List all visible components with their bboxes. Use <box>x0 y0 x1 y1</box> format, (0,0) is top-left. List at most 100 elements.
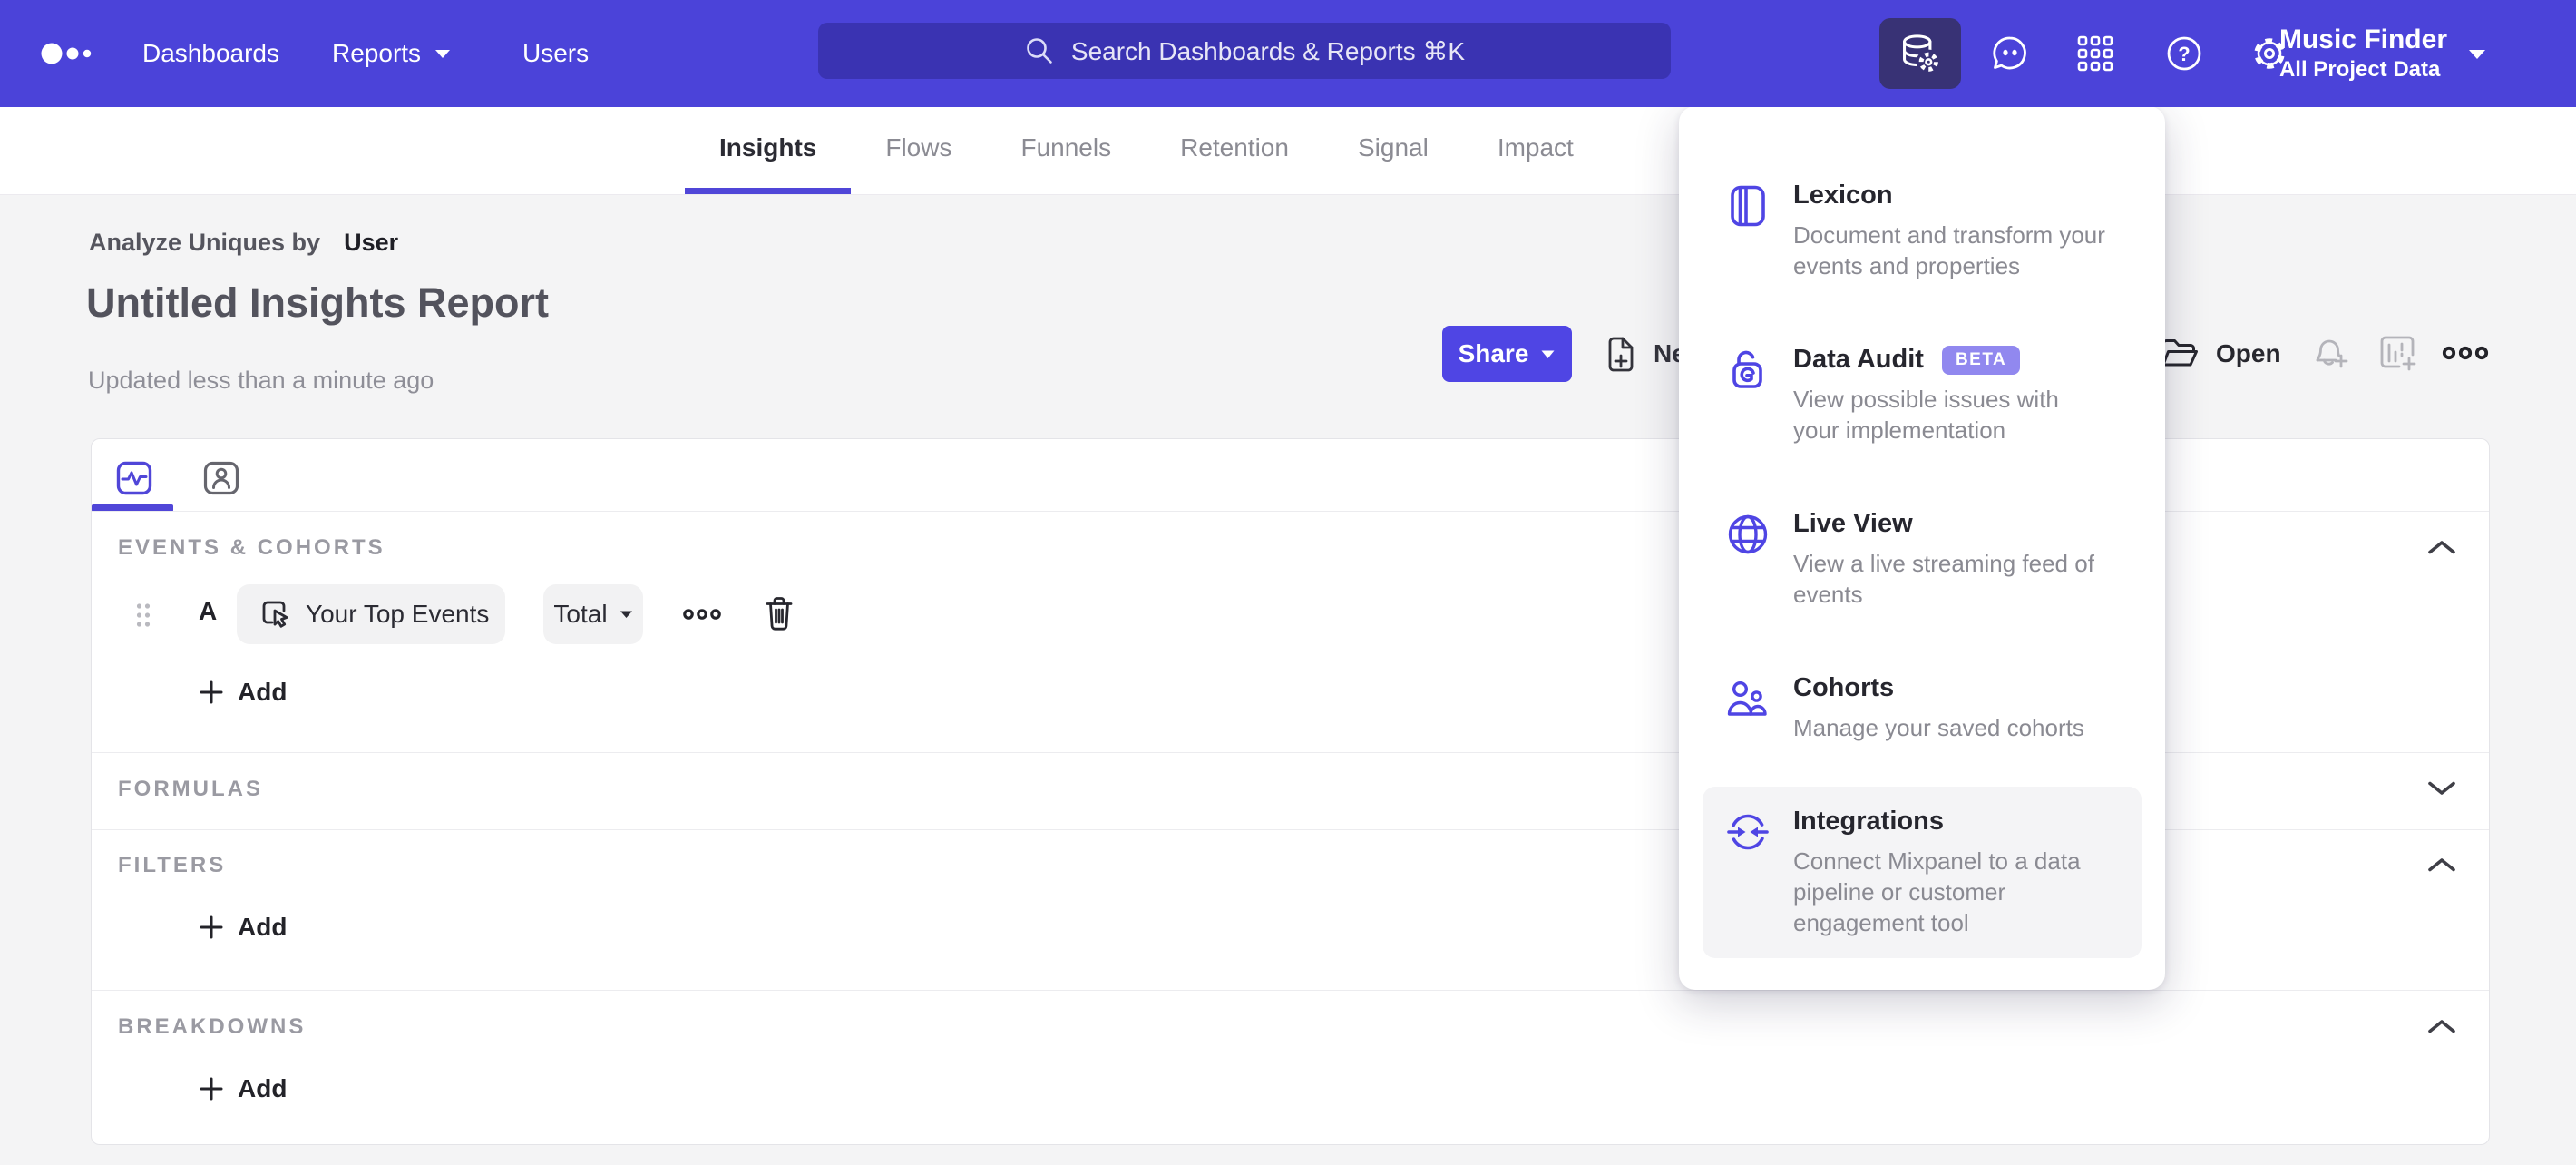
menu-item-cohorts[interactable]: Cohorts Manage your saved cohorts <box>1703 653 2142 763</box>
mixpanel-logo-icon[interactable] <box>41 0 99 107</box>
nav-users-label: Users <box>522 39 590 67</box>
add-filter-button[interactable]: Add <box>199 913 287 942</box>
search-icon <box>1027 38 1052 64</box>
report-type-tabs: Insights Flows Funnels Retention Signal … <box>0 107 2576 195</box>
breakdowns-header: BREAKDOWNS <box>118 1014 307 1039</box>
project-selector-text: Music Finder All Project Data <box>2279 24 2447 83</box>
cohorts-icon <box>1726 673 1770 743</box>
divider <box>92 829 2489 830</box>
menu-item-text: Live View View a live streaming feed of … <box>1793 509 2111 610</box>
users-view-tab[interactable] <box>203 461 239 500</box>
report-title[interactable]: Untitled Insights Report <box>86 279 549 326</box>
apps-grid-button[interactable] <box>2072 0 2119 107</box>
project-scope: All Project Data <box>2278 57 2441 82</box>
event-row-more-button[interactable] <box>683 606 721 627</box>
tab-flows[interactable]: Flows <box>851 107 986 194</box>
tab-funnels[interactable]: Funnels <box>986 107 1146 194</box>
formulas-header: FORMULAS <box>118 777 263 801</box>
help-icon: ? <box>2167 36 2201 71</box>
event-row-a: A Your Top Events Total <box>92 584 2489 644</box>
svg-text:?: ? <box>2178 43 2190 65</box>
more-options-icon <box>683 609 721 620</box>
data-management-button[interactable] <box>1879 18 1961 89</box>
event-row-delete-button[interactable] <box>761 594 797 639</box>
divider <box>92 752 2489 753</box>
menu-item-description: View possible issues with your implement… <box>1793 386 2059 444</box>
global-search-input[interactable]: Search Dashboards & Reports ⌘K <box>818 23 1671 79</box>
feedback-button[interactable] <box>1986 0 2034 107</box>
formulas-expand-button[interactable] <box>2422 773 2462 804</box>
live-view-icon <box>1726 509 1770 610</box>
analyze-uniques-line: Analyze Uniques by User <box>89 229 398 257</box>
active-view-underline <box>92 504 173 512</box>
nav-dashboards[interactable]: Dashboards <box>142 0 279 107</box>
menu-item-description: Manage your saved cohorts <box>1793 714 2084 741</box>
beta-badge: BETA <box>1941 345 2021 375</box>
menu-item-title: Live View <box>1793 509 1913 538</box>
menu-item-description: View a live streaming feed of events <box>1793 550 2094 608</box>
event-row-letter: A <box>199 597 218 625</box>
tab-insights-label: Insights <box>719 132 817 162</box>
menu-item-title: Data Audit <box>1793 345 1924 374</box>
user-card-icon <box>203 461 239 495</box>
pulse-chart-icon <box>116 461 152 495</box>
add-to-board-button[interactable] <box>2376 332 2418 374</box>
menu-item-description: Connect Mixpanel to a data pipeline or c… <box>1793 847 2081 936</box>
logo-dots <box>41 43 92 64</box>
nav-users[interactable]: Users <box>522 0 589 107</box>
add-event-button[interactable]: Add <box>199 678 287 707</box>
event-selector-chip[interactable]: Your Top Events <box>237 584 505 644</box>
project-name: Music Finder <box>2278 24 2447 54</box>
share-button-label: Share <box>1458 339 1529 367</box>
menu-item-text: Cohorts Manage your saved cohorts <box>1793 673 2084 743</box>
tab-signal[interactable]: Signal <box>1323 107 1463 194</box>
menu-item-text: Lexicon Document and transform your even… <box>1793 181 2111 281</box>
tab-funnels-label: Funnels <box>1020 132 1112 162</box>
divider <box>92 990 2489 991</box>
feedback-chat-icon <box>1993 36 2026 70</box>
integrations-icon <box>1726 807 1770 938</box>
metric-selector-chip[interactable]: Total <box>543 584 643 644</box>
breakdowns-collapse-button[interactable] <box>2422 1011 2462 1042</box>
tab-impact[interactable]: Impact <box>1463 107 1608 194</box>
nav-dashboards-label: Dashboards <box>142 39 279 67</box>
menu-item-integrations[interactable]: Integrations Connect Mixpanel to a data … <box>1703 787 2142 958</box>
settings-button[interactable] <box>2246 0 2293 107</box>
data-audit-icon <box>1726 345 1770 445</box>
event-selector-label: Your Top Events <box>306 600 490 628</box>
menu-item-title: Cohorts <box>1793 673 1895 702</box>
filters-header: FILTERS <box>118 853 227 877</box>
create-alert-button[interactable] <box>2311 334 2351 374</box>
trash-icon <box>766 597 793 631</box>
drag-handle[interactable] <box>135 602 151 633</box>
menu-item-lexicon[interactable]: Lexicon Document and transform your even… <box>1703 161 2142 301</box>
events-cohorts-header: EVENTS & COHORTS <box>118 535 385 560</box>
menu-item-live-view[interactable]: Live View View a live streaming feed of … <box>1703 489 2142 630</box>
plus-icon <box>200 915 223 939</box>
drag-dots-icon <box>136 603 151 627</box>
filters-collapse-button[interactable] <box>2422 849 2462 880</box>
menu-item-title: Integrations <box>1793 807 1944 836</box>
events-collapse-button[interactable] <box>2422 532 2462 563</box>
plus-icon <box>200 1077 223 1101</box>
tab-insights[interactable]: Insights <box>685 107 852 194</box>
help-button[interactable]: ? <box>2161 0 2208 107</box>
folder-open-icon <box>2161 339 2198 367</box>
data-management-dropdown: Lexicon Document and transform your even… <box>1679 106 2165 990</box>
click-event-icon <box>262 601 288 628</box>
chart-plus-icon <box>2380 336 2416 371</box>
apps-grid-icon <box>2077 35 2113 72</box>
share-button[interactable]: Share <box>1442 326 1572 382</box>
tab-retention[interactable]: Retention <box>1146 107 1323 194</box>
more-options-icon <box>2442 346 2489 360</box>
gear-icon <box>2254 38 2285 69</box>
project-selector[interactable]: Music Finder All Project Data <box>2279 0 2487 107</box>
analyze-value-selector[interactable]: User <box>344 229 399 256</box>
menu-item-data-audit[interactable]: Data Audit BETA View possible issues wit… <box>1703 325 2142 465</box>
open-report-button[interactable]: Open <box>2160 332 2281 376</box>
metrics-view-tab[interactable] <box>116 461 152 500</box>
add-breakdown-button[interactable]: Add <box>199 1074 287 1103</box>
report-more-options-button[interactable] <box>2442 343 2489 363</box>
nav-reports[interactable]: Reports <box>332 0 452 107</box>
add-breakdown-label: Add <box>238 1074 288 1102</box>
